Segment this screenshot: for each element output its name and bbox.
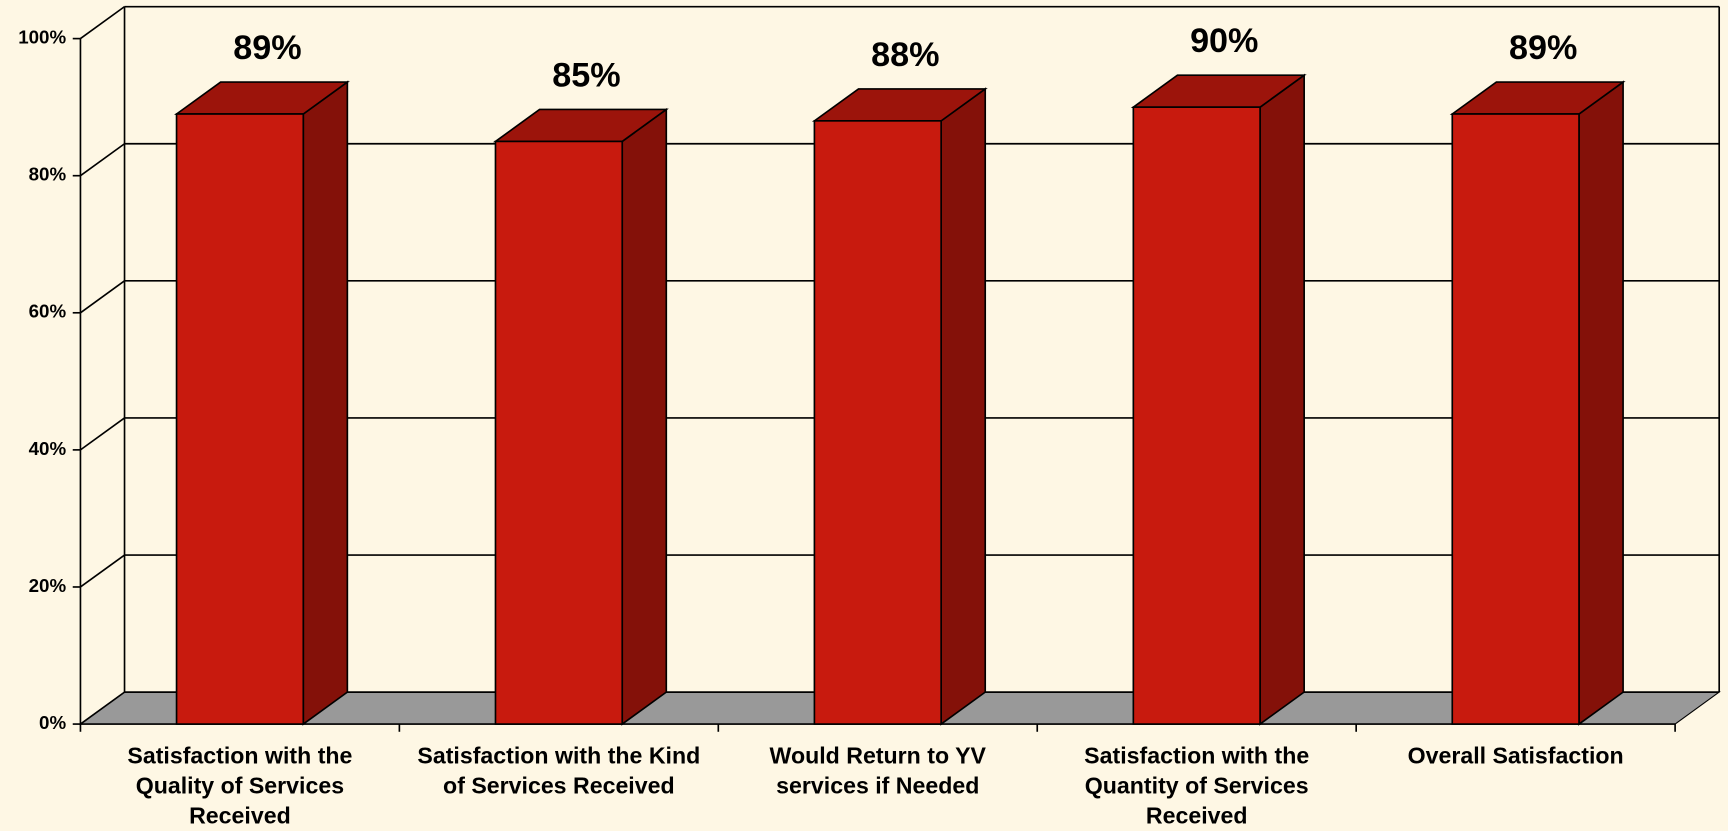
bar-front bbox=[1451, 113, 1580, 725]
bar-side bbox=[302, 80, 349, 726]
grid-line-side bbox=[79, 554, 126, 588]
bar bbox=[173, 80, 350, 726]
bar-side bbox=[1259, 73, 1305, 726]
grid-line-side bbox=[79, 280, 126, 314]
bar-front bbox=[494, 140, 624, 725]
y-tick-label: 100% bbox=[18, 27, 66, 48]
y-tick-label: 40% bbox=[29, 438, 67, 459]
x-tick-label: Satisfaction with the Kind of Services R… bbox=[417, 743, 701, 800]
value-label: 90% bbox=[1190, 22, 1258, 60]
y-tick-label: 0% bbox=[39, 712, 66, 733]
grid-line-side bbox=[79, 143, 126, 177]
value-label: 89% bbox=[1509, 29, 1577, 67]
bar-front bbox=[1132, 106, 1261, 725]
x-tick-label: Overall Satisfaction bbox=[1407, 743, 1624, 770]
bar bbox=[492, 107, 669, 726]
grid-line-side bbox=[79, 5, 126, 40]
bar-side bbox=[1578, 80, 1624, 726]
bar-front bbox=[175, 113, 305, 725]
bar-side bbox=[940, 87, 987, 726]
grid-line-side bbox=[79, 417, 126, 451]
y-tick-label: 20% bbox=[29, 575, 67, 596]
y-tick-label: 60% bbox=[29, 301, 67, 322]
x-label-box: Satisfaction with the Quantity of Servic… bbox=[1084, 743, 1310, 829]
value-label: 88% bbox=[871, 36, 939, 74]
grid-line-side bbox=[79, 691, 126, 725]
y-tick-label: 80% bbox=[29, 164, 67, 185]
x-label-box: Overall Satisfaction bbox=[1407, 743, 1624, 770]
x-tick-label: Would Return to YV services if Needed bbox=[769, 743, 986, 800]
x-tick-label: Satisfaction with the Quality of Service… bbox=[127, 743, 353, 829]
x-label-box: Would Return to YV services if Needed bbox=[769, 743, 986, 800]
bar bbox=[1449, 80, 1626, 726]
bar bbox=[1130, 73, 1307, 726]
value-label: 85% bbox=[552, 57, 620, 95]
value-label: 89% bbox=[233, 29, 301, 67]
x-label-box: Satisfaction with the Quality of Service… bbox=[127, 743, 353, 829]
x-label-box: Satisfaction with the Kind of Services R… bbox=[417, 743, 701, 800]
bar-front bbox=[813, 120, 942, 725]
bar-side bbox=[621, 107, 668, 726]
x-tick-label: Satisfaction with the Quantity of Servic… bbox=[1084, 743, 1310, 829]
bar bbox=[811, 87, 988, 726]
